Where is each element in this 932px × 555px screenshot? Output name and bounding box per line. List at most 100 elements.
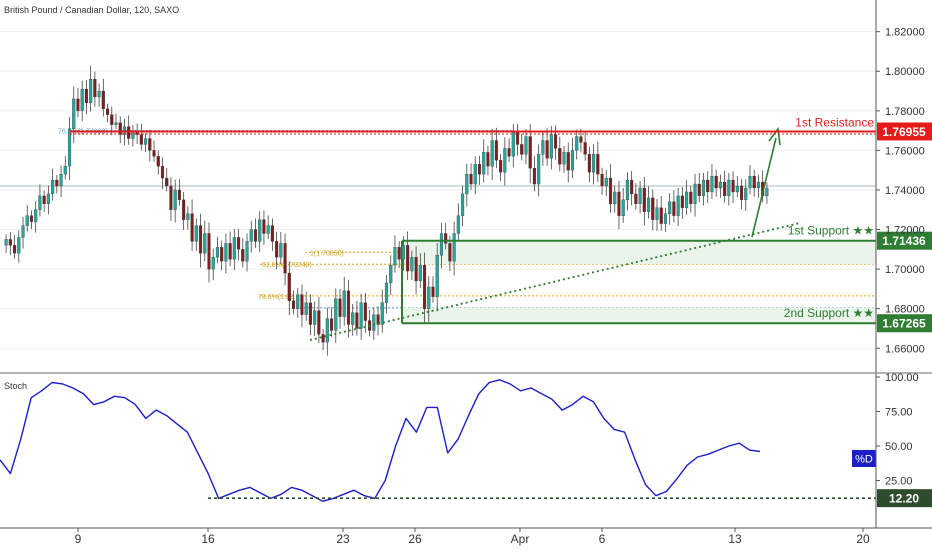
candle: [165, 167, 169, 192]
candle-body: [152, 150, 156, 157]
candle: [266, 215, 270, 240]
candle-body: [156, 156, 160, 167]
candle-body: [414, 257, 418, 282]
fib-level-label: 78.6%(1.68...): [258, 294, 302, 301]
candle-body: [583, 142, 587, 155]
candle: [182, 191, 186, 230]
candle: [38, 184, 42, 217]
candle: [617, 180, 621, 230]
candle-body: [659, 207, 663, 224]
candle: [232, 229, 236, 270]
candle-body: [613, 191, 617, 204]
candle-body: [545, 140, 549, 159]
candle: [262, 210, 266, 245]
stoch-label: Stoch: [4, 381, 28, 391]
candle-body: [435, 255, 439, 297]
candle: [198, 213, 203, 268]
candle-layer: [4, 65, 769, 356]
candle-body: [93, 78, 97, 98]
candle-body: [710, 175, 714, 193]
candle-body: [723, 181, 727, 197]
candle-body: [389, 264, 393, 284]
level-layer: 1st Resistance 1.76955 1st Support ★★ 1.714…: [70, 115, 932, 341]
candle-body: [211, 257, 215, 270]
candle: [376, 306, 380, 336]
price-tick-label: 1.80000: [885, 66, 925, 78]
candle-body: [549, 134, 553, 159]
resistance-price-label: 1.76955: [882, 125, 926, 139]
candle: [545, 128, 549, 166]
support-label: 1st Support ★★: [788, 224, 874, 238]
candle-body: [570, 150, 575, 171]
candle: [435, 242, 439, 312]
candle-body: [642, 187, 646, 212]
candle: [731, 171, 735, 204]
candle: [596, 141, 600, 183]
time-tick-label: 20: [856, 532, 870, 546]
candle-body: [194, 225, 198, 242]
candle: [194, 218, 198, 251]
candle: [456, 203, 460, 242]
candle-body: [562, 152, 566, 165]
candle-body: [384, 282, 389, 303]
candle: [330, 307, 334, 337]
candle: [452, 221, 456, 276]
candle: [63, 155, 67, 180]
candle-body: [756, 181, 760, 189]
price-tick-label: 1.78000: [885, 106, 925, 118]
candle: [583, 131, 587, 161]
candle: [84, 79, 88, 115]
candle: [275, 231, 279, 270]
candle-body: [118, 122, 122, 135]
candle: [313, 301, 317, 336]
candle-body: [456, 215, 460, 234]
candle-body: [663, 213, 668, 224]
candle: [237, 228, 241, 261]
candle: [283, 233, 287, 286]
candle-body: [4, 239, 8, 246]
candle: [144, 133, 148, 152]
candle: [29, 210, 34, 230]
price-tick-label: 1.66000: [885, 343, 925, 355]
candle-body: [676, 195, 680, 216]
candle-body: [579, 136, 583, 143]
candle: [630, 170, 634, 206]
projection-arrow-head: [768, 126, 781, 146]
candle: [469, 163, 473, 190]
candle-body: [13, 245, 17, 254]
stoch-tick-label: 25.00: [885, 476, 913, 488]
candle: [562, 146, 566, 173]
candle-body: [249, 229, 253, 242]
candle: [723, 170, 727, 203]
candle: [342, 277, 346, 326]
candle-body: [182, 199, 186, 220]
candle: [359, 293, 363, 340]
candle-body: [473, 164, 477, 185]
candle-body: [731, 179, 735, 193]
candle: [439, 222, 443, 269]
candle-body: [72, 98, 76, 129]
candle-body: [51, 179, 55, 195]
candle: [482, 139, 486, 183]
candle-body: [283, 243, 287, 274]
candle-body: [397, 247, 401, 260]
candle: [685, 180, 689, 215]
candle-body: [646, 197, 651, 212]
candle-body: [224, 243, 228, 262]
candle-body: [532, 168, 536, 185]
time-tick-label: Apr: [511, 532, 530, 546]
candle: [291, 290, 296, 315]
price-tick-label: 1.70000: [885, 264, 925, 276]
candle-body: [520, 144, 524, 155]
candle-body: [422, 264, 427, 309]
candle-body: [110, 114, 114, 125]
candle-body: [608, 177, 613, 204]
candle-body: [139, 134, 143, 145]
support-price-label: 1.71436: [882, 234, 926, 248]
candle-body: [253, 229, 258, 242]
candle-body: [300, 294, 304, 315]
candle-body: [706, 179, 710, 193]
candle: [532, 156, 536, 192]
candle-body: [220, 247, 224, 262]
